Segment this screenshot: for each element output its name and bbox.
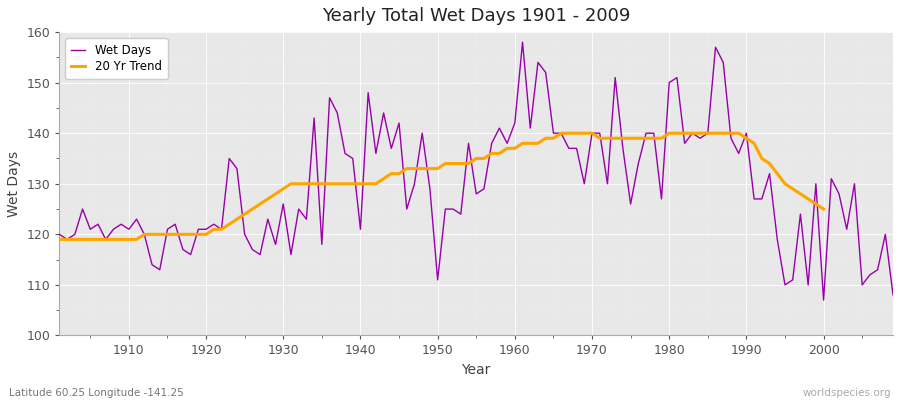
- Wet Days: [332, 110, 343, 115]
- 20 Yr Trend: [764, 161, 775, 166]
- 20 Yr Trend: [788, 186, 798, 191]
- 20 Yr Trend: [818, 207, 829, 212]
- 20 Yr Trend: [509, 146, 520, 151]
- Wet Days: [509, 121, 520, 126]
- 20 Yr Trend: [54, 237, 65, 242]
- Title: Yearly Total Wet Days 1901 - 2009: Yearly Total Wet Days 1901 - 2009: [322, 7, 630, 25]
- X-axis label: Year: Year: [462, 363, 490, 377]
- 20 Yr Trend: [231, 217, 242, 222]
- Wet Days: [54, 232, 65, 237]
- Wet Days: [116, 222, 127, 227]
- Wet Days: [887, 293, 898, 298]
- 20 Yr Trend: [555, 131, 566, 136]
- Wet Days: [818, 298, 829, 302]
- Wet Days: [501, 141, 512, 146]
- 20 Yr Trend: [201, 232, 212, 237]
- Line: Wet Days: Wet Days: [59, 42, 893, 300]
- Wet Days: [518, 40, 528, 44]
- 20 Yr Trend: [447, 161, 458, 166]
- Text: Latitude 60.25 Longitude -141.25: Latitude 60.25 Longitude -141.25: [9, 388, 184, 398]
- Y-axis label: Wet Days: Wet Days: [7, 151, 21, 217]
- Wet Days: [285, 252, 296, 257]
- Legend: Wet Days, 20 Yr Trend: Wet Days, 20 Yr Trend: [66, 38, 167, 79]
- Line: 20 Yr Trend: 20 Yr Trend: [59, 133, 824, 239]
- Text: worldspecies.org: worldspecies.org: [803, 388, 891, 398]
- Wet Days: [610, 75, 621, 80]
